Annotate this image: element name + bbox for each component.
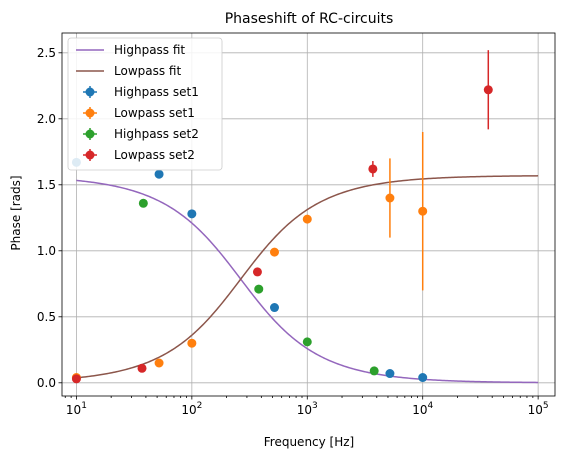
- x-tick-exponent: 1: [81, 401, 87, 411]
- y-tick-label: 2.0: [37, 112, 56, 126]
- lowpass-fit-line: [76, 175, 539, 379]
- legend-box: [67, 37, 223, 171]
- data-point: [483, 85, 493, 95]
- y-tick-label: 1.0: [37, 244, 56, 258]
- x-tick-base: 10: [297, 403, 312, 417]
- legend-label: Lowpass set1: [114, 106, 195, 120]
- data-point: [187, 209, 197, 219]
- legend-label: Highpass set2: [114, 127, 199, 141]
- y-tick-label: 0.5: [37, 310, 56, 324]
- x-tick-exponent: 2: [197, 401, 203, 411]
- data-point: [154, 169, 164, 179]
- data-point: [269, 247, 279, 257]
- x-tick-label: 103: [297, 401, 318, 417]
- legend-marker-swatch: [85, 129, 95, 139]
- series-lowpass-set2: [71, 50, 493, 384]
- data-point: [368, 164, 378, 174]
- data-point: [254, 284, 264, 294]
- x-tick-label: 101: [66, 401, 87, 417]
- y-axis-label: Phase [rads]: [9, 175, 23, 250]
- data-point: [154, 358, 164, 368]
- x-tick-base: 10: [181, 403, 196, 417]
- legend-label: Highpass set1: [114, 85, 199, 99]
- x-tick-exponent: 3: [312, 401, 318, 411]
- data-point: [187, 338, 197, 348]
- data-point: [302, 214, 312, 224]
- series-highpass-set2: [138, 198, 379, 376]
- y-tick-label: 2.5: [37, 46, 56, 60]
- chart-title: Phaseshift of RC-circuits: [225, 11, 394, 27]
- x-tick-label: 104: [412, 401, 433, 417]
- x-tick-base: 10: [528, 403, 543, 417]
- x-tick-label: 102: [181, 401, 202, 417]
- data-point: [385, 193, 395, 203]
- data-point: [252, 267, 262, 277]
- legend-label: Highpass fit: [114, 43, 185, 57]
- x-tick-exponent: 5: [543, 401, 549, 411]
- data-point: [71, 374, 81, 384]
- axes-frame: [61, 32, 556, 397]
- legend-marker-swatch: [85, 87, 95, 97]
- x-tick-base: 10: [66, 403, 81, 417]
- legend-label: Lowpass set2: [114, 148, 195, 162]
- x-tick-base: 10: [412, 403, 427, 417]
- y-tick-label: 0.0: [37, 376, 56, 390]
- x-tick-label: 105: [528, 401, 549, 417]
- legend: Highpass fit Lowpass fit Highpass set1 Lowp…: [67, 37, 223, 171]
- data-point: [138, 198, 148, 208]
- x-tick-exponent: 4: [427, 401, 433, 411]
- legend-marker-swatch: [85, 150, 95, 160]
- x-axis-label: Frequency [Hz]: [264, 435, 355, 449]
- data-point: [137, 363, 147, 373]
- data-point: [269, 303, 279, 313]
- legend-marker-swatch: [85, 108, 95, 118]
- highpass-fit-line: [76, 179, 539, 384]
- data-point: [418, 373, 428, 383]
- data-point: [302, 337, 312, 347]
- y-tick-label: 1.5: [37, 178, 56, 192]
- legend-label: Lowpass fit: [114, 64, 181, 78]
- data-point: [418, 206, 428, 216]
- data-point: [369, 366, 379, 376]
- data-point: [385, 369, 395, 379]
